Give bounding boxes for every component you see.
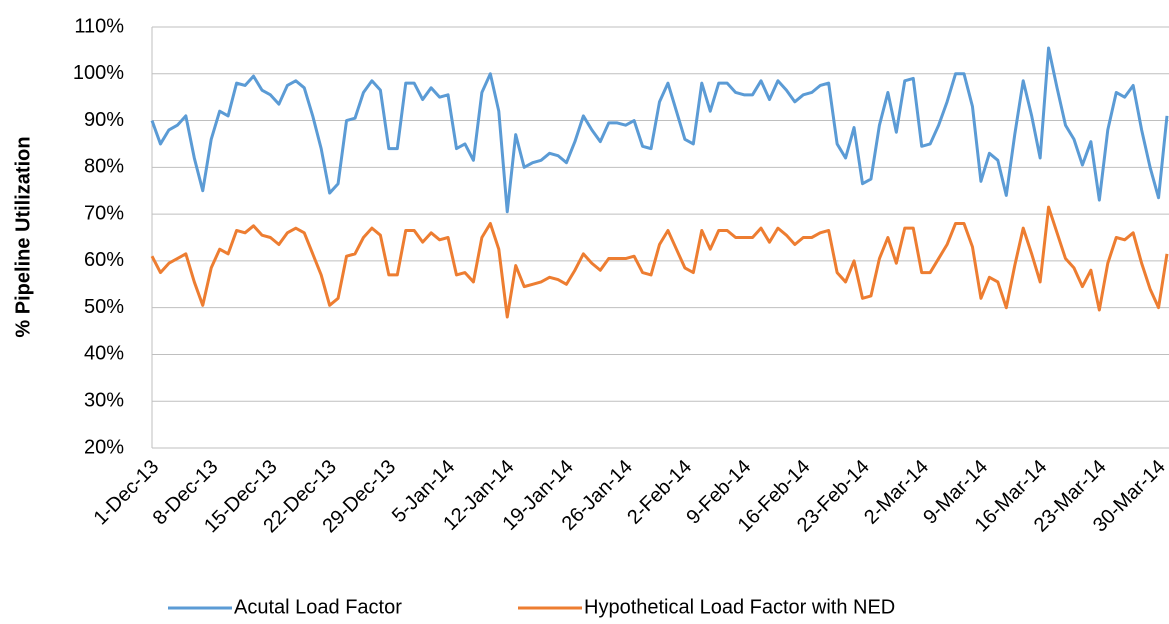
y-tick-label: 110% xyxy=(74,15,124,37)
series-line xyxy=(150,205,1169,319)
legend-label: Hypothetical Load Factor with NED xyxy=(584,596,895,618)
x-tick-label: 2-Feb-14 xyxy=(623,456,696,529)
y-tick-label: 30% xyxy=(84,390,124,412)
y-axis-title: % Pipeline Utilization xyxy=(12,136,34,337)
y-tick-label: 80% xyxy=(84,156,124,178)
y-tick-label: 40% xyxy=(84,343,124,365)
series-line xyxy=(150,46,1169,214)
legend-label: Acutal Load Factor xyxy=(234,596,402,618)
y-tick-label: 90% xyxy=(84,109,124,131)
y-tick-label: 50% xyxy=(84,296,124,318)
y-tick-label: 70% xyxy=(84,202,124,224)
y-tick-label: 100% xyxy=(73,62,124,84)
x-tick-label: 2-Mar-14 xyxy=(860,456,933,529)
y-tick-label: 60% xyxy=(84,249,124,271)
y-tick-label: 20% xyxy=(84,436,124,458)
